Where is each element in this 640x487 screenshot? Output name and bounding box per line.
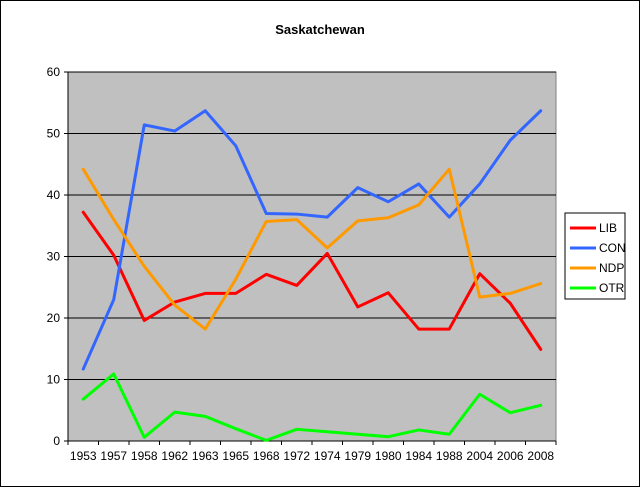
- series-line-ndp: [81, 167, 543, 331]
- x-tick-label: 2006: [497, 449, 524, 463]
- y-axis-tick-labels: 0 10 20 30 40 50 60: [47, 65, 61, 448]
- axes: [64, 71, 557, 445]
- x-tick-label: 1988: [436, 449, 463, 463]
- x-tick-label: 2004: [466, 449, 493, 463]
- y-tick-label: 10: [47, 373, 61, 387]
- series-lines: [81, 109, 543, 442]
- series-line-lib: [81, 210, 543, 351]
- legend-label-otr: OTR: [599, 281, 625, 295]
- x-tick-label: 1958: [131, 449, 158, 463]
- series-line-con: [81, 109, 543, 371]
- x-tick-label: 1984: [405, 449, 432, 463]
- legend-label-ndp: NDP: [599, 261, 624, 275]
- x-axis-tick-labels: 1953 1957 1958 1962 1963 1965 1968 1972 1974 1979…: [70, 449, 555, 463]
- chart-title: Saskatchewan: [275, 22, 365, 37]
- series-line-otr: [81, 372, 543, 442]
- x-tick-label: 2008: [527, 449, 554, 463]
- x-tick-label: 1953: [70, 449, 97, 463]
- x-tick-label: 1965: [222, 449, 249, 463]
- x-tick-label: 1957: [100, 449, 127, 463]
- y-tick-label: 20: [47, 311, 61, 325]
- legend: LIB CON NDP OTR: [564, 212, 626, 300]
- y-tick-label: 30: [47, 250, 61, 264]
- x-tick-label: 1980: [375, 449, 402, 463]
- x-tick-label: 1962: [161, 449, 188, 463]
- x-tick-label: 1979: [344, 449, 371, 463]
- y-tick-label: 40: [47, 188, 61, 202]
- legend-label-con: CON: [599, 241, 626, 255]
- x-tick-label: 1974: [314, 449, 341, 463]
- x-tick-label: 1968: [253, 449, 280, 463]
- y-tick-label: 50: [47, 127, 61, 141]
- y-tick-label: 60: [47, 65, 61, 79]
- y-tick-label: 0: [53, 434, 60, 448]
- legend-label-lib: LIB: [599, 221, 617, 235]
- x-tick-label: 1963: [192, 449, 219, 463]
- x-tick-label: 1972: [283, 449, 310, 463]
